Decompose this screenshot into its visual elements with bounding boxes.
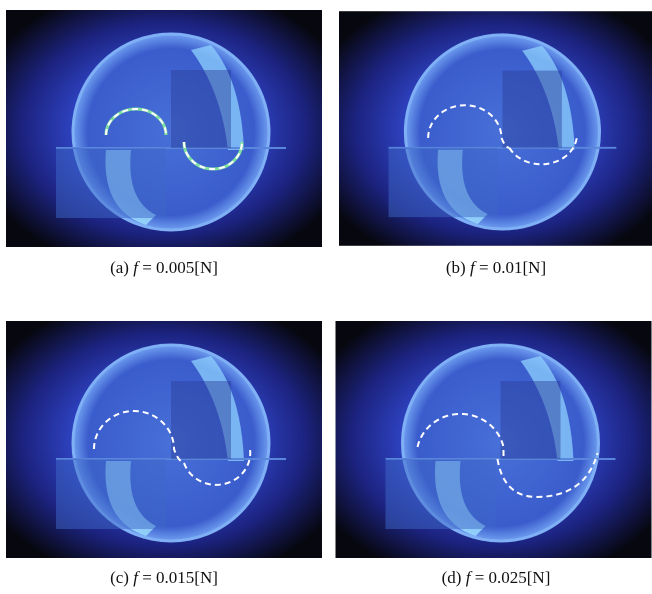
caption: (b) f = 0.01[N] [336,258,652,278]
caption-value: = 0.005[N] [142,258,218,277]
photo-panel [6,10,322,247]
caption-value: = 0.01[N] [479,258,546,277]
photo-panel [335,321,652,558]
caption: (c) f = 0.015[N] [4,568,324,588]
caption-label: (a) [110,258,129,277]
caption: (d) f = 0.025[N] [336,568,652,588]
caption-value: = 0.015[N] [142,568,218,587]
caption-symbol: f [470,258,475,277]
caption-symbol: f [466,568,471,587]
caption-label: (c) [110,568,129,587]
caption: (a) f = 0.005[N] [4,258,324,278]
caption-label: (d) [442,568,462,587]
figure: (a) f = 0.005[N] (b) f = 0.01[N] (c) f =… [0,0,652,594]
caption-value: = 0.025[N] [475,568,551,587]
caption-symbol: f [133,258,138,277]
caption-symbol: f [133,568,138,587]
photo-panel [339,10,652,247]
caption-label: (b) [446,258,466,277]
photo-panel [6,321,322,558]
